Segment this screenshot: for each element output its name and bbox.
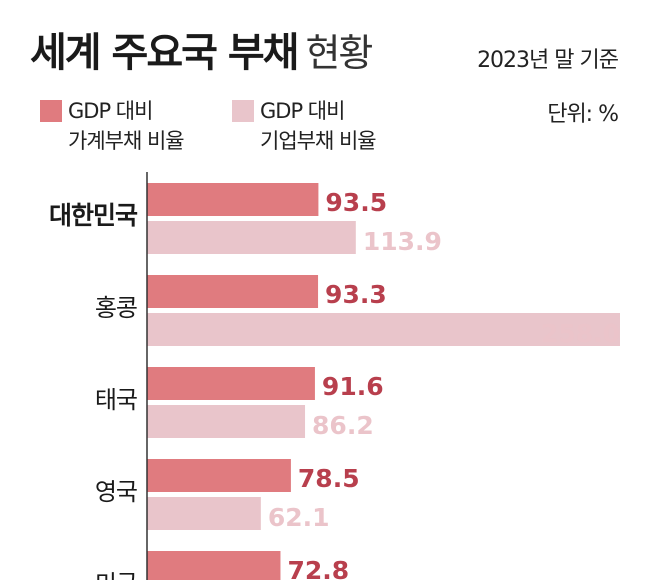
unit-label: 단위: % [547, 102, 619, 127]
household-value-0: 93.5 [325, 188, 387, 217]
category-label-0: 대한민국 [49, 201, 138, 230]
legend-household-line1: GDP 대비 [68, 99, 153, 123]
household-value-3: 78.5 [298, 464, 360, 493]
legend-corporate-swatch [232, 100, 254, 122]
category-label-4: 미국 [95, 570, 137, 580]
corporate-bar-2 [147, 405, 306, 438]
chart-title: 세계 주요국 부채 현황 [30, 20, 373, 78]
legend-household-line2: 가계부채 비율 [68, 129, 185, 153]
legend-corporate-line1: GDP 대비 [260, 99, 345, 123]
household-value-4: 72.8 [287, 556, 349, 580]
corporate-value-1: 258.0 [541, 319, 620, 348]
title-main: 세계 주요국 부채 [30, 30, 299, 76]
legend-household-label: GDP 대비 가계부채 비율 [68, 96, 238, 156]
household-bar-4 [147, 551, 281, 580]
title-sub: 현황 [305, 31, 373, 75]
category-label-1: 홍콩 [95, 294, 137, 322]
corporate-bar-0 [147, 221, 356, 254]
household-bar-2 [147, 367, 315, 400]
corporate-bar-1 [147, 313, 620, 346]
household-bar-3 [147, 459, 291, 492]
household-bar-0 [147, 183, 319, 216]
legend-corporate-label: GDP 대비 기업부채 비율 [260, 96, 430, 156]
legend-household-swatch [40, 100, 62, 122]
household-bar-1 [147, 275, 319, 308]
corporate-value-0: 113.9 [363, 227, 442, 256]
basis-date: 2023년 말 기준 [477, 48, 619, 73]
household-value-2: 91.6 [322, 372, 384, 401]
household-value-1: 93.3 [325, 280, 387, 309]
category-label-3: 영국 [95, 478, 137, 506]
corporate-value-2: 86.2 [312, 411, 374, 440]
category-label-2: 태국 [95, 386, 137, 414]
corporate-value-3: 62.1 [268, 503, 330, 532]
legend-corporate-line2: 기업부채 비율 [260, 129, 377, 153]
corporate-bar-3 [147, 497, 261, 530]
